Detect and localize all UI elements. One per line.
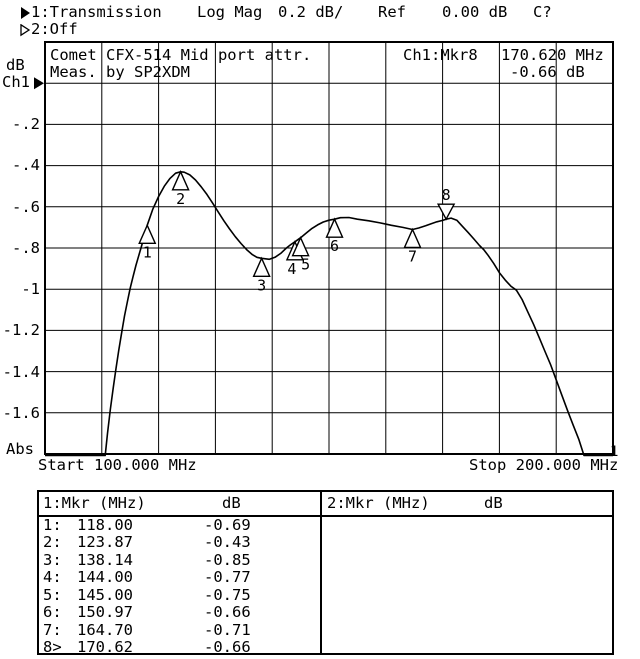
channel1-ref-label: Ref <box>378 3 406 21</box>
marker-triangle-8 <box>436 203 456 221</box>
marker-number-cell: 7: <box>43 621 62 639</box>
marker-number-cell: 5: <box>43 586 62 604</box>
marker-number-6: 6 <box>330 237 339 255</box>
marker-number-cell: 3: <box>43 551 62 569</box>
marker-number-8: 8 <box>442 186 451 204</box>
marker-number-cell: 4: <box>43 568 62 586</box>
marker-triangle-1 <box>138 223 157 245</box>
y-axis-channel-label: Ch1 <box>2 73 30 91</box>
marker-table-left-header: 1:Mkr (MHz) <box>43 494 146 512</box>
marker-db-cell: -0.85 <box>204 551 251 569</box>
marker-readout-channel: Ch1:Mkr8 <box>403 46 478 64</box>
marker-number-3: 3 <box>257 276 266 294</box>
channel1-arrow-icon <box>21 7 30 19</box>
marker-table-header-rule <box>39 515 612 517</box>
marker-freq-cell: 138.14 <box>77 551 133 569</box>
marker-table-right-unit: dB <box>484 494 503 512</box>
marker-triangle-5 <box>291 235 310 257</box>
marker-freq-cell: 123.87 <box>77 533 133 551</box>
marker-number-cell: 6: <box>43 603 62 621</box>
y-axis-unit-label: dB <box>6 56 25 74</box>
marker-readout-value: -0.66 dB <box>510 63 585 81</box>
marker-triangle-7 <box>403 227 422 249</box>
y-axis-tick: -.4 <box>12 156 40 174</box>
graph-title-line2: Meas. by SP2XDM <box>50 63 190 81</box>
marker-freq-cell: 170.62 <box>77 638 133 656</box>
marker-table-right-header: 2:Mkr (MHz) <box>327 494 430 512</box>
y-axis-tick: -1.4 <box>2 363 40 381</box>
y-axis-tick: -.2 <box>12 115 40 133</box>
marker-db-cell: -0.71 <box>204 621 251 639</box>
x-axis-start-label: Start 100.000 MHz <box>38 456 197 474</box>
marker-number-7: 7 <box>408 247 417 265</box>
graph-title-line1: Comet CFX-514 Mid port attr. <box>50 46 312 64</box>
marker-triangle-6 <box>325 217 344 238</box>
marker-freq-cell: 144.00 <box>77 568 133 586</box>
channel2-arrow-icon <box>20 24 31 37</box>
marker-readout-freq: 170.620 MHz <box>501 46 604 64</box>
marker-number-4: 4 <box>287 260 296 278</box>
marker-number-5: 5 <box>301 256 310 274</box>
marker-triangle-2 <box>171 170 190 191</box>
marker-number-1: 1 <box>143 243 152 261</box>
y-axis-tick: -.6 <box>12 198 40 216</box>
marker-number-cell: 1: <box>43 516 62 534</box>
marker-db-cell: -0.43 <box>204 533 251 551</box>
marker-db-cell: -0.77 <box>204 568 251 586</box>
marker-table: 1:Mkr (MHz) dB 2:Mkr (MHz) dB 1: 118.00 … <box>37 490 614 655</box>
channel1-ref-value: 0.00 dB <box>442 3 508 21</box>
marker-freq-cell: 145.00 <box>77 586 133 604</box>
channel2-trace-label: 2:Off <box>31 20 78 38</box>
marker-db-cell: -0.75 <box>204 586 251 604</box>
channel1-format-label: Log Mag <box>197 3 263 21</box>
y-axis-tick: -1.6 <box>2 404 40 422</box>
ref-level-arrow-icon <box>34 77 44 90</box>
channel1-scale-label: 0.2 dB/ <box>278 3 344 21</box>
y-axis-tick: -1 <box>21 280 40 298</box>
x-axis-stop-label: Stop 200.000 MHz <box>469 456 619 474</box>
marker-db-cell: -0.66 <box>204 638 251 656</box>
marker-number-cell: 8> <box>43 638 62 656</box>
marker-triangle-3 <box>252 256 271 277</box>
marker-table-divider <box>320 492 322 653</box>
marker-freq-cell: 118.00 <box>77 516 133 534</box>
trace-number-tag: 1 <box>610 444 619 460</box>
y-axis-tick: -.8 <box>12 239 40 257</box>
y-axis-tick: -1.2 <box>2 321 40 339</box>
cal-status-flag: C? <box>533 3 552 21</box>
marker-freq-cell: 164.70 <box>77 621 133 639</box>
y-axis-abs-label: Abs <box>6 440 34 458</box>
marker-db-cell: -0.69 <box>204 516 251 534</box>
marker-table-left-unit: dB <box>222 494 241 512</box>
marker-freq-cell: 150.97 <box>77 603 133 621</box>
graticule-border <box>44 41 614 455</box>
marker-number-cell: 2: <box>43 533 62 551</box>
marker-db-cell: -0.66 <box>204 603 251 621</box>
marker-number-2: 2 <box>176 190 185 208</box>
channel1-trace-label: 1:Transmission <box>31 3 162 21</box>
